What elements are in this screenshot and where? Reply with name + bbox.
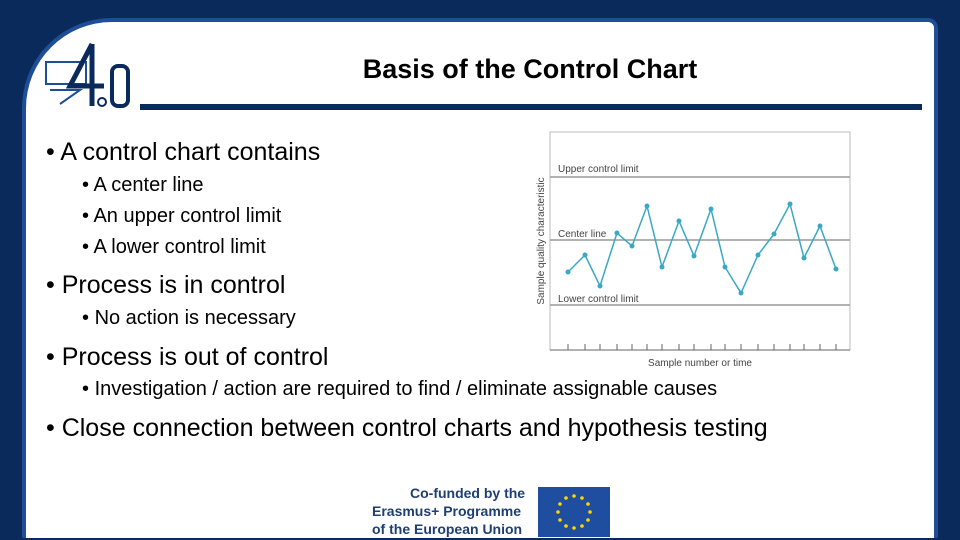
bullet: • Process is in control <box>46 271 286 299</box>
footer-line: of the European Union <box>372 521 523 537</box>
sub-bullet: • A center line <box>82 174 204 196</box>
bullet: • Close connection between control chart… <box>46 414 768 442</box>
eu-flag <box>538 487 610 537</box>
center-label: Center line <box>558 229 607 240</box>
x-label: Sample number or time <box>648 358 752 369</box>
bullet: • A control chart contains <box>46 138 321 166</box>
footer-line: Erasmus+ Programme <box>372 503 522 519</box>
title-rule <box>140 104 922 110</box>
footer-line: Co-funded by the <box>410 485 526 501</box>
upper-label: Upper control limit <box>558 164 639 175</box>
bullet: • Process is out of control <box>46 343 329 371</box>
lower-label: Lower control limit <box>558 294 639 305</box>
y-label: Sample quality characteristic <box>536 177 547 304</box>
sub-bullet: • Investigation / action are required to… <box>82 378 718 400</box>
logo <box>45 42 130 108</box>
sub-bullet: • No action is necessary <box>82 307 296 329</box>
title: Basis of the Control Chart <box>362 54 698 84</box>
control-chart: Upper control limit Center line Lower co… <box>536 131 851 369</box>
sub-bullet: • A lower control limit <box>82 236 266 258</box>
sub-bullet: • An upper control limit <box>82 205 282 227</box>
